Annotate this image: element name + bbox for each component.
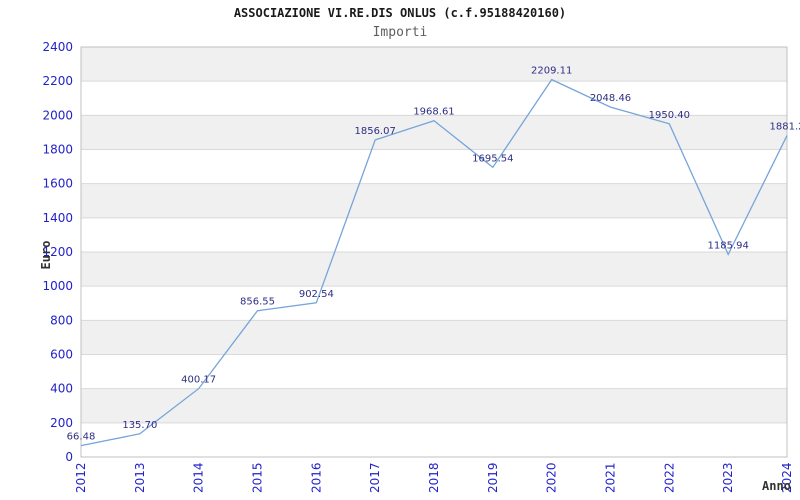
data-point-label: 1185.94: [707, 240, 748, 251]
y-tick-label: 800: [50, 313, 73, 327]
data-point-label: 2048.46: [590, 93, 631, 104]
data-point-label: 1968.61: [413, 107, 454, 118]
plot-band: [81, 388, 787, 423]
plot-band: [81, 47, 787, 82]
plot-border: [80, 46, 788, 458]
y-tick-label: 1800: [42, 143, 73, 157]
y-axis-title: Euro: [39, 241, 53, 270]
y-tick-label: 2000: [42, 108, 73, 122]
line-series: [80, 78, 788, 447]
x-tick-label: 2024: [780, 462, 794, 493]
chart-title: ASSOCIAZIONE VI.RE.DIS ONLUS (c.f.951884…: [233, 6, 567, 20]
x-tick-label: 2016: [309, 462, 323, 493]
y-tick-label: 2400: [42, 40, 73, 54]
x-tick-label: 2021: [604, 462, 618, 493]
data-point-label: 400.17: [181, 375, 216, 386]
y-tick-label: 2200: [42, 74, 73, 88]
x-tick-label: 2018: [427, 462, 441, 493]
data-point-label: 856.55: [240, 297, 275, 308]
plot-band: [81, 183, 787, 218]
x-axis-title: Anno: [762, 479, 791, 493]
x-tick-label: 2013: [133, 462, 147, 493]
x-tick-label: 2012: [74, 462, 88, 493]
plot-band: [81, 320, 787, 355]
x-tick-label: 2019: [486, 462, 500, 493]
y-tick-label: 1000: [42, 279, 73, 293]
y-tick-label: 0: [65, 450, 73, 464]
y-tick-label: 600: [50, 348, 73, 362]
x-tick-label: 2020: [545, 462, 559, 493]
data-point-label: 66.48: [67, 432, 96, 443]
x-tick-label: 2017: [368, 462, 382, 493]
y-tick-label: 200: [50, 416, 73, 430]
data-point-label: 1881.2: [770, 122, 800, 133]
data-point-label: 2209.11: [531, 66, 572, 77]
data-point-label: 902.54: [299, 289, 334, 300]
data-point-label: 1950.40: [649, 110, 690, 121]
plot-band: [81, 252, 787, 287]
x-tick-label: 2014: [192, 462, 206, 493]
x-tick-label: 2023: [721, 462, 735, 493]
chart-subtitle: Importi: [372, 25, 428, 40]
data-point-label: 1856.07: [354, 126, 395, 137]
data-point-label: 1695.54: [472, 153, 513, 164]
y-tick-label: 400: [50, 382, 73, 396]
x-tick-label: 2022: [662, 462, 676, 493]
y-tick-label: 1200: [42, 245, 73, 259]
x-tick-label: 2015: [251, 462, 265, 493]
y-tick-label: 1600: [42, 177, 73, 191]
data-point-label: 135.70: [122, 420, 157, 431]
y-tick-label: 1400: [42, 211, 73, 225]
